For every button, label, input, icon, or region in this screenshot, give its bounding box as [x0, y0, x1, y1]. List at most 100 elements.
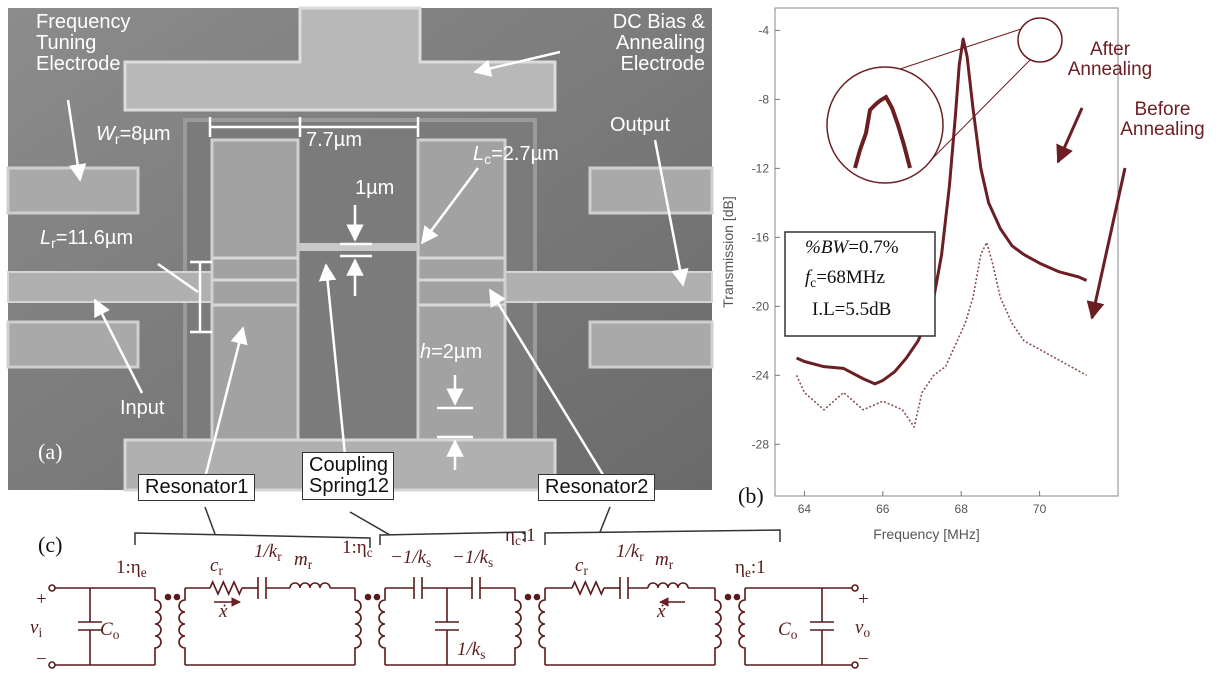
- dot: [726, 595, 731, 600]
- dot: [735, 595, 740, 600]
- resistor: [572, 582, 604, 594]
- x-tick-label: 64: [798, 502, 812, 516]
- inductor: [739, 588, 745, 665]
- label-part: %BW: [805, 237, 848, 258]
- label: Lr=11.6µm: [40, 228, 133, 251]
- label-part: o: [113, 627, 120, 642]
- label: 1:ηe: [116, 558, 147, 580]
- x-axis-label: Frequency [MHz]: [873, 526, 980, 542]
- inductor: [379, 588, 385, 665]
- inductor: [515, 588, 521, 665]
- series-label: After Annealing: [1055, 40, 1165, 80]
- label-part: h: [420, 341, 431, 363]
- label: 1/kr: [616, 542, 644, 564]
- inductor: [539, 588, 545, 665]
- label: vo: [855, 618, 870, 640]
- label-part: =0.7%: [848, 237, 898, 258]
- label-part: ẋ: [657, 601, 665, 622]
- label-part: C: [778, 619, 791, 640]
- label: Co: [778, 620, 797, 642]
- inductor: [648, 583, 688, 588]
- terminal: [49, 585, 55, 591]
- box-label: Coupling Spring12: [302, 452, 394, 500]
- figure-graphics: -4-8-12-16-20-24-2864666870Frequency [MH…: [0, 0, 1223, 675]
- label: h=2µm: [420, 342, 482, 363]
- label: −: [36, 650, 47, 670]
- dot: [526, 595, 531, 600]
- resistor: [210, 582, 242, 594]
- label: cr: [210, 556, 223, 578]
- y-tick-label: -4: [758, 23, 769, 37]
- label-part: L: [40, 227, 51, 249]
- y-axis-label: Transmission [dB]: [720, 196, 736, 308]
- label-part: o: [863, 625, 870, 640]
- label: 1µm: [355, 178, 394, 199]
- label-part: −1/k: [452, 547, 488, 568]
- zoom-inset: [827, 18, 1062, 183]
- label-part: c: [367, 545, 373, 560]
- before-arrow: [1092, 168, 1125, 318]
- label: 1/kr: [254, 542, 282, 564]
- terminal: [49, 662, 55, 668]
- box-label: Resonator2: [538, 474, 655, 501]
- label-part: 1/k: [254, 541, 277, 562]
- label: ẋ: [219, 602, 227, 622]
- label-part: 1:η: [342, 537, 367, 558]
- label: DC Bias & Annealing Electrode: [585, 12, 705, 75]
- label-part: :1: [521, 525, 536, 546]
- inductor: [290, 583, 330, 588]
- label-part: :1: [751, 557, 766, 578]
- label-part: 1:η: [116, 557, 141, 578]
- label: ηc:1: [505, 526, 536, 548]
- label-part: ẋ: [219, 601, 227, 622]
- y-tick-label: -12: [752, 161, 770, 175]
- label-part: r: [277, 549, 281, 564]
- label-part: η: [735, 557, 745, 578]
- x-tick-label: 70: [1033, 502, 1047, 516]
- figure: -4-8-12-16-20-24-2864666870Frequency [MH…: [0, 0, 1223, 675]
- dot: [175, 595, 180, 600]
- y-tick-label: -8: [758, 92, 769, 106]
- label-part: e: [141, 565, 147, 580]
- label-part: r: [583, 563, 587, 578]
- label: vi: [30, 618, 42, 640]
- dot: [375, 595, 380, 600]
- label-part: s: [480, 647, 485, 662]
- label-part: m: [655, 549, 669, 570]
- y-tick-label: -28: [752, 437, 770, 451]
- inset-text: fc=68MHz: [805, 268, 885, 290]
- inset-text: I.L=5.5dB: [812, 300, 891, 320]
- label: +: [36, 590, 47, 610]
- inset-text: %BW=0.7%: [805, 238, 899, 258]
- dot: [166, 595, 171, 600]
- label: cr: [575, 556, 588, 578]
- label-part: o: [791, 627, 798, 642]
- label: Co: [100, 620, 119, 642]
- label: 7.7µm: [306, 130, 362, 151]
- label-part: W: [96, 123, 115, 145]
- dot: [535, 595, 540, 600]
- label-part: =2.7µm: [491, 143, 559, 165]
- panel-label: (a): [38, 440, 62, 463]
- label-part: s: [488, 555, 493, 570]
- dot: [366, 595, 371, 600]
- label-part: 1/k: [616, 541, 639, 562]
- label: ẋ: [657, 602, 665, 622]
- label: −: [858, 650, 869, 670]
- label: 1/ks: [457, 640, 485, 662]
- label-part: C: [100, 619, 113, 640]
- y-tick-label: -24: [752, 368, 770, 382]
- label: +: [858, 590, 869, 610]
- label-part: r: [308, 557, 312, 572]
- label: Frequency Tuning Electrode: [36, 12, 151, 75]
- inductor: [715, 588, 721, 665]
- label-part: =2µm: [431, 341, 482, 363]
- label-part: s: [426, 555, 431, 570]
- label-part: r: [218, 563, 222, 578]
- inductor: [179, 588, 185, 665]
- label: mr: [294, 550, 312, 572]
- label: Wr=8µm: [96, 124, 171, 147]
- label-part: =68MHz: [816, 267, 885, 288]
- after-arrow: [1058, 108, 1082, 162]
- x-tick-label: 68: [955, 502, 969, 516]
